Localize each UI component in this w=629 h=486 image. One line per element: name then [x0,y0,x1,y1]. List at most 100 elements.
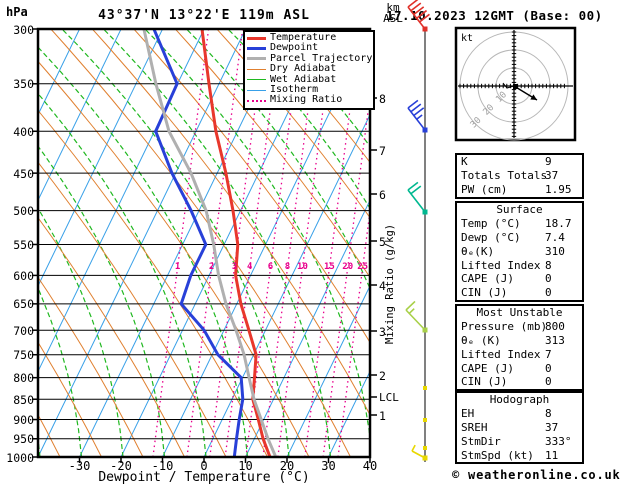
row-label: CAPE (J) [461,272,514,286]
panel-row-totals-totals: Totals Totals 37 [457,169,582,183]
storm-motion-arrowhead [530,94,537,100]
pressure-tick-550: 550 [13,237,34,252]
x-tick-30: 30 [321,459,336,473]
row-value: 11 [545,448,559,462]
altitude-unit-km: km [386,1,400,14]
pressure-tick-600: 600 [13,268,34,283]
row-value: 7 [545,347,552,361]
legend-label: Dry Adiabat [270,63,337,75]
pressure-unit-label: hPa [6,5,28,19]
row-label: K [461,155,468,168]
pressure-tick-650: 650 [13,297,34,312]
panel-row--k-: θₑ(K) 310 [457,245,582,259]
row-value: 8 [545,406,552,420]
x-tick-0: 0 [200,459,208,473]
datetime-title: 17.10.2023 12GMT (Base: 00) [386,8,603,23]
row-value: 9 [545,155,552,168]
row-value: 18.7 [545,216,572,230]
x-tick--20: -20 [110,459,132,473]
legend-swatch [247,47,266,51]
mixing-ratio-label-4: 4 [247,262,253,272]
legend-item-dry-adiabat: Dry Adiabat [247,63,373,75]
pressure-tick-800: 800 [13,371,34,386]
pressure-tick-400: 400 [13,124,34,139]
x-axis-label: Dewpoint / Temperature (°C) [98,470,310,485]
row-value: 37 [545,420,559,434]
panel-title: Hodograph [489,393,550,406]
curve-temperature [200,30,272,456]
pressure-tick-750: 750 [13,348,34,363]
isobar-gridlines [39,83,369,440]
legend-swatch [247,68,266,70]
km-tick-1: 1 [379,408,386,423]
row-label: θₑ (K) [461,333,501,347]
panel-title: Most Unstable [476,306,563,319]
plot-border [36,27,372,459]
row-value: 0 [545,272,552,286]
row-label: Dewp (°C) [461,230,521,244]
legend-item-temperature: Temperature [247,32,373,43]
wind-barb-column [405,0,430,462]
panel-row-cin-j-: CIN (J) 0 [457,375,582,389]
altitude-unit-asl: ASL [383,12,403,25]
row-value: 800 [545,319,565,333]
row-label: StmDir [461,434,501,448]
pressure-tick-350: 350 [13,77,34,92]
panel-row--k-: θₑ (K) 313 [457,334,582,348]
row-value: 333° [545,434,572,448]
row-label: θₑ(K) [461,244,495,258]
row-value: 0 [545,375,552,389]
row-label: Temp (°C) [461,216,521,230]
mixing-ratio-label-25: 25 [357,262,369,272]
row-value: 8 [545,258,552,272]
panel-row-pw-cm-: PW (cm) 1.95 [457,183,582,197]
pressure-tick-700: 700 [13,323,34,338]
pressure-tick-950: 950 [13,432,34,447]
km-tick-4: 4 [379,278,386,293]
panel-row-lifted-index: Lifted Index 8 [457,259,582,273]
legend-swatch [247,99,266,102]
row-label: Lifted Index [461,347,541,361]
legend-item-isotherm: Isotherm [247,84,373,95]
curve-dewpoint [152,30,245,456]
legend-item-wet-adiabat: Wet Adiabat [247,74,373,85]
legend-swatch [247,79,266,81]
legend-swatch [247,36,266,40]
row-value: 313 [545,333,565,347]
panel-most-unstable: Most Unstable Pressure (mb) 800 θₑ (K) 313 Li… [455,304,584,392]
row-label: Pressure (mb) [461,319,548,333]
row-label: EH [461,406,475,420]
legend-label: Parcel Trajectory [270,52,373,64]
pressure-tick-1000: 1000 [6,450,34,465]
x-tick-20: 20 [279,459,295,473]
pressure-tick-500: 500 [13,204,34,219]
legend-item-dewpoint: Dewpoint [247,42,373,53]
legend-swatch [247,89,266,91]
row-label: PW (cm) [461,182,508,196]
panel-row-cape-j-: CAPE (J) 0 [457,362,582,376]
km-tick-5: 5 [379,234,386,249]
row-value: 1.95 [545,182,572,196]
x-tick-40: 40 [362,459,378,473]
panel-surface: Surface Temp (°C) 18.7 Dewp (°C) 7.4 θₑ(K) 310… [455,201,584,303]
mixing-ratio-label-20: 20 [342,262,354,272]
panel-row-dewp-c-: Dewp (°C) 7.4 [457,231,582,245]
x-tick-10: 10 [238,459,253,473]
panel-row-pressure-mb-: Pressure (mb) 800 [457,320,582,334]
legend-box: Temperature Dewpoint Parcel Trajectory Dry … [243,30,375,110]
x-tick--10: -10 [151,459,174,473]
mixing-ratio-label-1: 1 [174,262,181,272]
legend-item-mixing-ratio: Mixing Ratio [247,94,373,105]
x-tick--30: -30 [68,459,91,473]
km-tick-7: 7 [379,143,386,158]
hodograph-unit-label: kt [461,33,473,44]
mixing-ratio-label-3: 3 [231,262,238,272]
panel-row-stmspd-kt-: StmSpd (kt) 11 [457,449,582,463]
panel-row-cin-j-: CIN (J) 0 [457,286,582,300]
km-tick-3: 3 [379,324,386,339]
row-value: 0 [545,361,552,375]
panel-indices: K 9 Totals Totals 37 PW (cm) 1.95 [455,153,584,199]
